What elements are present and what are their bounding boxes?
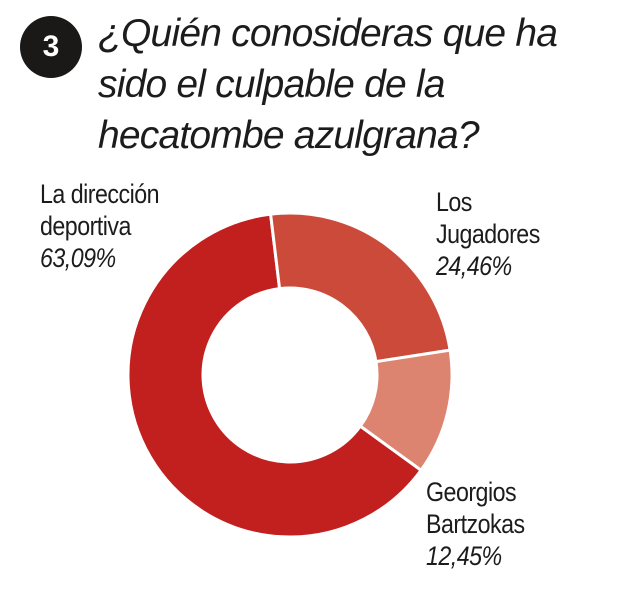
slice-label-direccion-deportiva: La dirección deportiva 63,09% — [40, 178, 159, 274]
slice-value-georgios-bartzokas: 12,45% — [426, 540, 525, 572]
slice-value-los-jugadores: 24,46% — [436, 250, 540, 282]
slice-value-direccion-deportiva: 63,09% — [40, 242, 159, 274]
slice-name-direccion-deportiva: La dirección deportiva — [40, 178, 159, 242]
slice-los-jugadores — [271, 213, 450, 362]
slice-name-los-jugadores: Los Jugadores — [436, 186, 540, 250]
slice-name-georgios-bartzokas: Georgios Bartzokas — [426, 476, 525, 540]
slice-label-georgios-bartzokas: Georgios Bartzokas 12,45% — [426, 476, 525, 572]
slice-label-los-jugadores: Los Jugadores 24,46% — [436, 186, 540, 282]
